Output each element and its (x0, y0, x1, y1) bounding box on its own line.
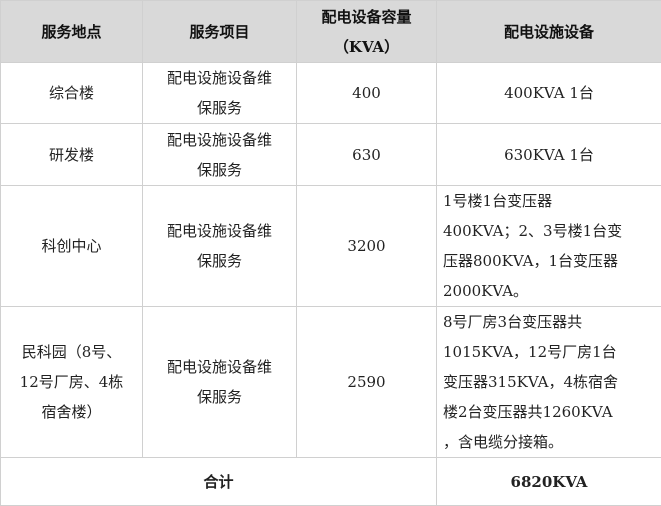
service-cell: 配电设施设备维 保服务 (143, 307, 297, 458)
table-row: 研发楼 配电设施设备维 保服务 630 630KVA 1台 (1, 124, 661, 186)
capacity-cell: 2590 (297, 307, 437, 458)
capacity-cell: 400 (297, 63, 437, 124)
location-cell: 研发楼 (1, 124, 143, 186)
service-cell: 配电设施设备维 保服务 (143, 186, 297, 307)
header-row: 服务地点 服务项目 配电设备容量 （KVA） 配电设施设备 (1, 1, 661, 63)
total-row: 合计 6820KVA (1, 458, 661, 506)
total-label: 合计 (1, 458, 437, 506)
location-cell: 科创中心 (1, 186, 143, 307)
equipment-cell: 400KVA 1台 (437, 63, 661, 124)
header-service: 服务项目 (143, 1, 297, 63)
table-row: 综合楼 配电设施设备维 保服务 400 400KVA 1台 (1, 63, 661, 124)
total-value: 6820KVA (437, 458, 661, 506)
location-cell: 综合楼 (1, 63, 143, 124)
table-row: 民科园（8号、 12号厂房、4栋 宿舍楼） 配电设施设备维 保服务 2590 8… (1, 307, 661, 458)
equipment-cell: 8号厂房3台变压器共 1015KVA，12号厂房1台 变压器315KVA，4栋宿… (437, 307, 661, 458)
capacity-cell: 630 (297, 124, 437, 186)
service-cell: 配电设施设备维 保服务 (143, 124, 297, 186)
table-row: 科创中心 配电设施设备维 保服务 3200 1号楼1台变压器 400KVA；2、… (1, 186, 661, 307)
location-cell: 民科园（8号、 12号厂房、4栋 宿舍楼） (1, 307, 143, 458)
header-capacity: 配电设备容量 （KVA） (297, 1, 437, 63)
header-equipment: 配电设施设备 (437, 1, 661, 63)
capacity-cell: 3200 (297, 186, 437, 307)
equipment-cell: 1号楼1台变压器 400KVA；2、3号楼1台变 压器800KVA，1台变压器 … (437, 186, 661, 307)
equipment-cell: 630KVA 1台 (437, 124, 661, 186)
header-location: 服务地点 (1, 1, 143, 63)
service-cell: 配电设施设备维 保服务 (143, 63, 297, 124)
